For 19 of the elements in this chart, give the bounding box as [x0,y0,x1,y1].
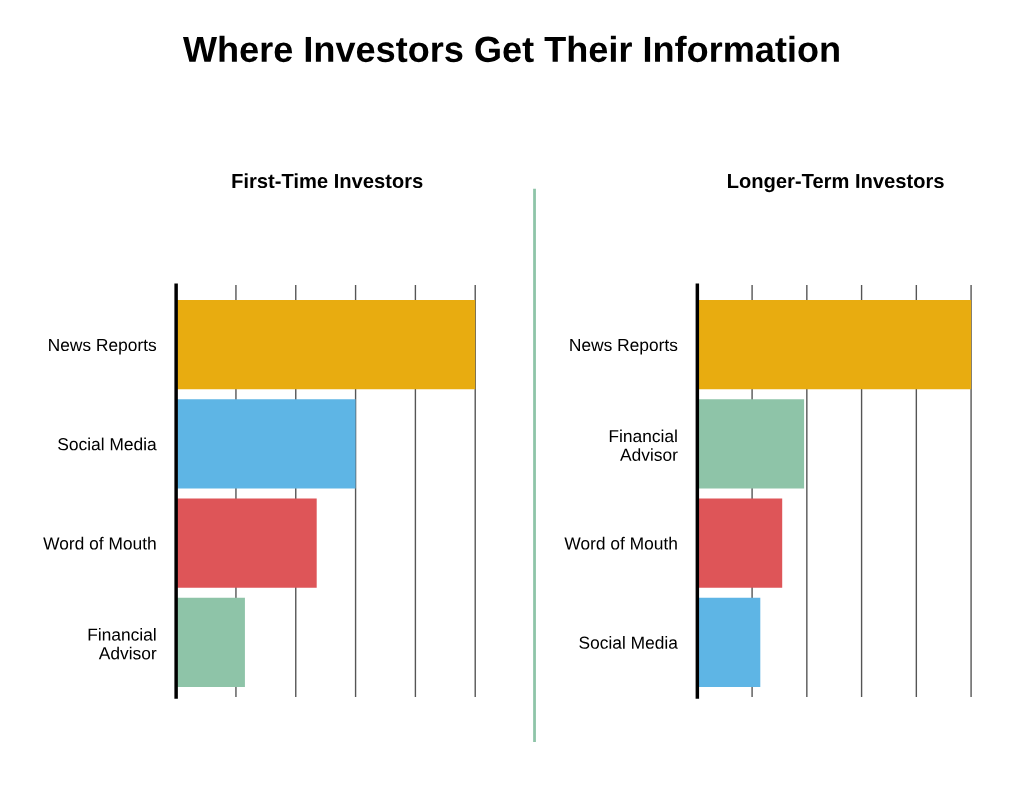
chart-subtitle: Longer-Term Investors [728,174,944,193]
y-tick-label: Word of Mouth [43,536,156,550]
bar [176,597,245,688]
bar [697,597,761,688]
bar [697,300,972,390]
chart-subtitle: First-Time Investors [232,173,423,189]
bar [176,399,356,489]
y-tick-label: News Reports [49,339,157,355]
bar [697,399,805,489]
bar [176,300,476,390]
bar [697,498,783,588]
y-tick-label: News Reports [570,339,678,355]
bar [176,498,317,588]
y-tick-label: Financial Advisor [88,628,157,660]
y-tick-label: Word of Mouth [564,536,677,550]
chart-title: Where Investors Get Their Information [182,35,839,63]
y-tick-label: Financial Advisor [609,429,678,461]
y-tick-label: Social Media [58,437,157,451]
y-tick-label: Social Media [579,636,678,649]
